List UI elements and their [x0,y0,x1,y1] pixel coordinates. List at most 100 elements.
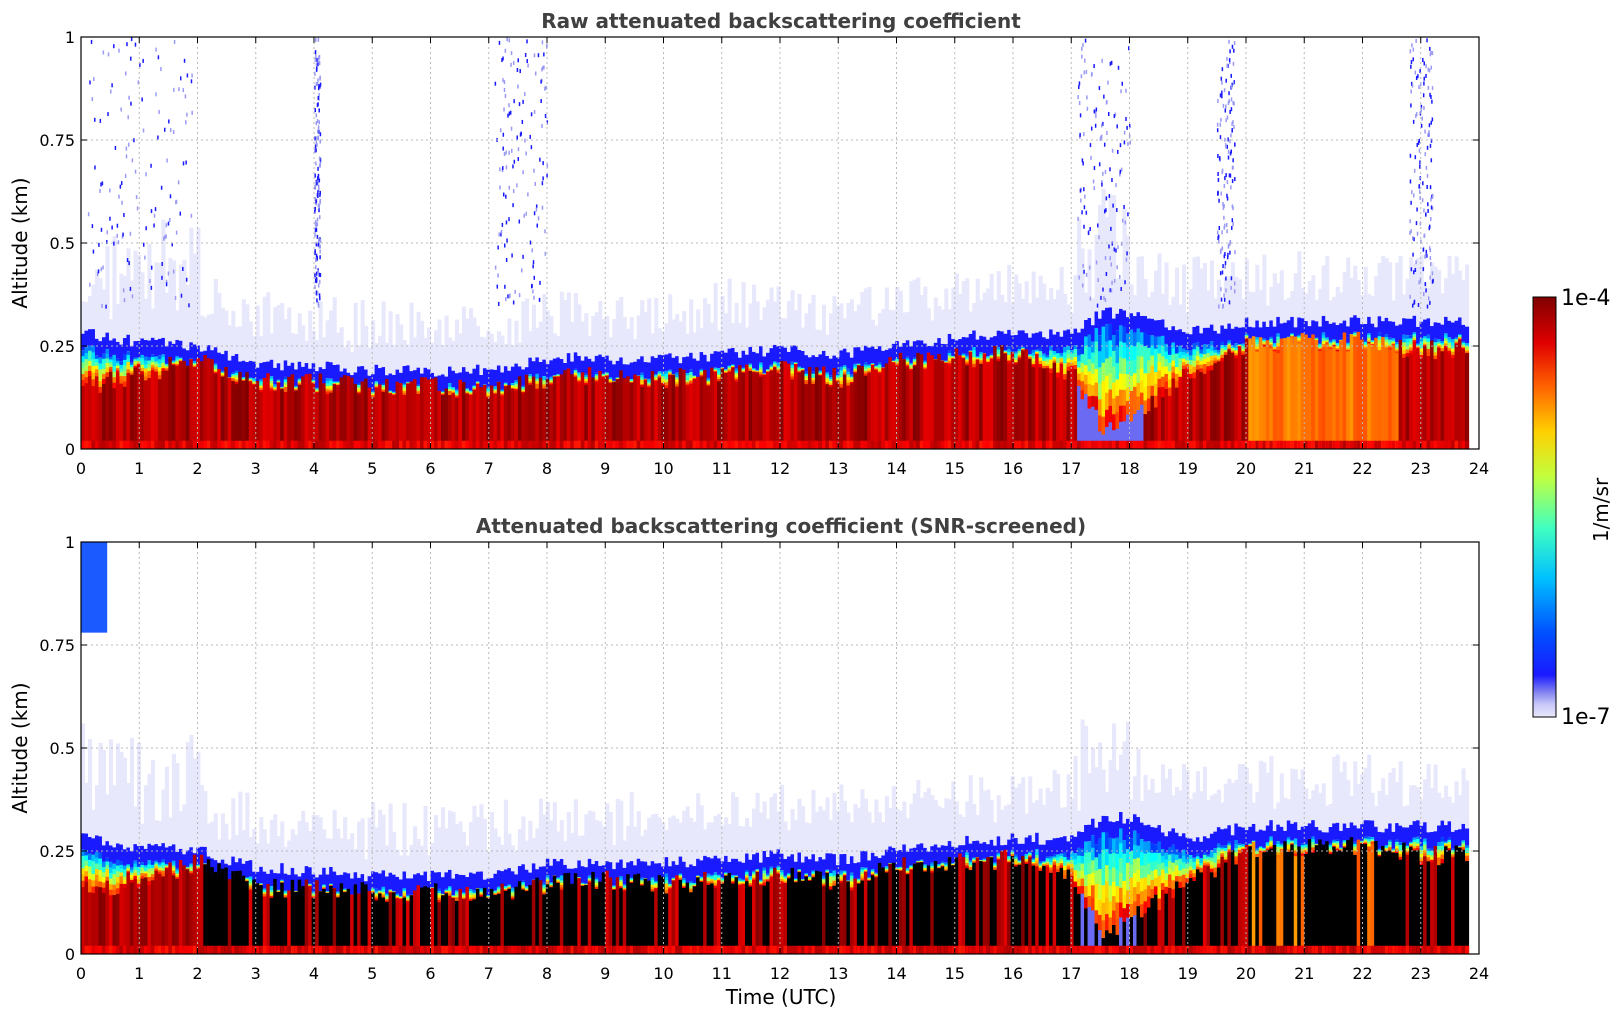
layer-cell [329,378,334,382]
layer-cell [1444,345,1449,349]
layer-cell [1458,339,1463,341]
layer-edge-cell [182,348,187,365]
ground-cell [1066,440,1071,449]
core-cell [986,363,991,449]
core-cell [336,385,341,449]
layer-cell [101,378,107,385]
speckle [520,268,523,273]
layer-cell [329,390,334,394]
speckle [511,148,513,153]
ground-cell [406,440,411,449]
speckle [546,173,548,178]
core-cell [1325,343,1330,449]
layer-cell [332,384,337,386]
layer-cell [951,357,956,359]
layer-cell [1150,385,1155,397]
core-cell [1230,353,1235,449]
ground-cell [678,440,683,449]
speckle [141,97,143,102]
speckle [314,71,316,76]
haze-cell [241,299,246,361]
layer-edge-cell [1139,315,1145,333]
layer-cell [584,380,589,384]
layer-cell [1129,360,1134,377]
core-cell [1339,340,1344,449]
core-cell [1444,348,1449,449]
speckle [1231,44,1234,49]
layer-cell [1084,374,1089,385]
layer-cell [800,370,806,372]
speckle [1098,162,1101,167]
speckle [512,300,515,305]
speckle [502,166,504,171]
ground-cell [1409,440,1414,449]
layer-edge-cell [1181,332,1187,349]
haze-cell [101,289,107,338]
core-cell [1416,348,1421,449]
layer-cell [1028,355,1033,357]
layer-cell [1223,348,1228,351]
core-cell [682,369,687,449]
haze-cell [636,315,641,360]
layer-edge-cell [1335,325,1340,342]
layer-edge-cell [1251,327,1256,344]
layer-cell [440,394,446,396]
layer-cell [996,351,1001,355]
speckle [1409,230,1411,235]
haze-cell [447,337,453,367]
core-cell [745,364,750,449]
core-cell [521,393,526,449]
layer-cell [112,366,117,373]
layer-cell [1423,341,1428,344]
layer-cell [1021,349,1026,351]
ground-cell [622,440,627,449]
haze-cell [514,320,519,364]
core-cell [472,390,477,449]
core-cell [241,380,246,449]
haze-cell [510,345,515,367]
core-cell [294,390,299,449]
core-cell [804,384,809,449]
ground-cell [710,440,715,449]
layer-cell [1132,359,1138,374]
layer-cell [1353,332,1358,335]
speckle [1431,86,1434,91]
layer-cell [150,359,155,363]
core-cell [213,373,218,449]
ground-cell [738,440,743,449]
layer-cell [1003,351,1008,353]
layer-cell [1105,392,1110,411]
layer-cell [297,382,302,385]
layer-cell [605,375,610,378]
layer-edge-cell [479,375,484,392]
layer-edge-cell [423,367,428,385]
layer-cell [828,375,834,378]
layer-cell [192,360,197,363]
speckle [1429,216,1432,221]
layer-cell [724,371,729,373]
core-cell [91,893,96,954]
speckle [1231,121,1233,126]
layer-cell [657,373,662,375]
haze-cell [706,303,711,362]
ground-cell [1314,440,1319,449]
layer-cell [731,366,736,368]
ground-cell [706,440,711,449]
layer-cell [84,876,89,883]
ground-cell [1395,440,1400,449]
layer-cell [500,393,505,396]
speckle [315,224,317,229]
speckle [315,53,317,58]
speckle [1217,171,1219,176]
core-cell [860,366,865,449]
layer-cell [336,381,341,384]
layer-cell [759,362,764,366]
ground-cell [563,440,568,449]
layer-cell [863,373,868,377]
layer-cell [828,377,834,380]
layer-edge-cell [1000,331,1005,348]
layer-cell [388,391,393,394]
layer-cell [98,852,103,860]
speckle [1412,252,1414,257]
layer-cell [1192,343,1197,350]
